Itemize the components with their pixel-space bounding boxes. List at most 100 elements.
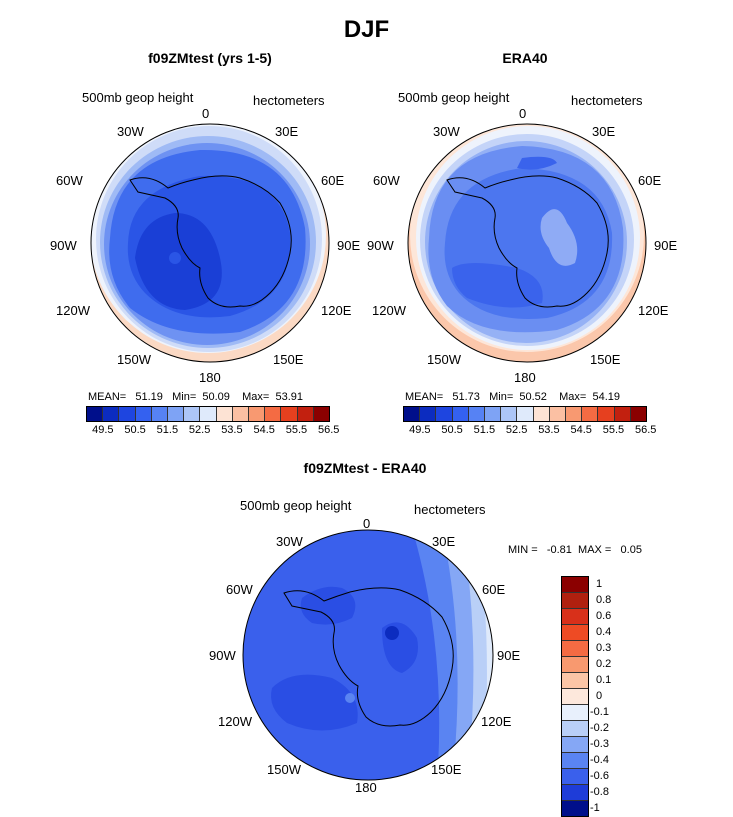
panel2-colorbar-swatch [501, 407, 518, 421]
panel1-colorbar-swatch [249, 407, 266, 421]
panel3-colorbar-swatch [562, 769, 588, 785]
panel3-band-6 [300, 586, 356, 625]
panel1-colorbar-swatch [103, 407, 120, 421]
panel3-band-9 [385, 626, 399, 640]
panel3-lon-150e: 150E [431, 762, 462, 777]
panel3-colorbar-swatch [562, 609, 588, 625]
panel2-map-border [407, 123, 647, 363]
panel2-band-7 [517, 156, 557, 170]
panel1-colorbar-tick: 53.5 [221, 424, 243, 436]
panel1-colorbar-ticks: 49.5 50.5 51.5 52.5 53.5 54.5 55.5 56.5 [86, 424, 339, 438]
panel3-colorbar-swatch [562, 753, 588, 769]
panel3-left-label: 500mb geop height [240, 498, 352, 513]
panel3-lon-120w: 120W [218, 714, 252, 729]
panel3-colorbar-tick: -0.4 [590, 754, 609, 766]
panel1-colorbar-swatch [87, 407, 104, 421]
panel2-colorbar-swatch [549, 407, 567, 421]
panel3-lon-60e: 60E [482, 582, 506, 597]
panel2-lon-150w: 150W [427, 352, 461, 367]
panel2-lon-30w: 30W [433, 124, 460, 139]
panel2-colorbar-ticks: 49.5 50.5 51.5 52.5 53.5 54.5 55.5 56.5 [403, 424, 656, 438]
panel3-colorbar-tick: 0.2 [596, 658, 612, 670]
panel3-title: f09ZMtest - ERA40 [303, 460, 427, 476]
panel1-min: 50.09 [202, 391, 230, 403]
panel3-lon-0: 0 [363, 516, 371, 531]
panel3-colorbar-swatch [562, 721, 588, 737]
panel3-lon-30w: 30W [276, 534, 303, 549]
panel2-coastline [446, 175, 609, 308]
panel2-colorbar-tick: 50.5 [441, 424, 463, 436]
panel2-colorbar-swatch [598, 407, 615, 421]
panel1-colorbar-swatch [168, 407, 185, 421]
panel1-colorbar-swatch [281, 407, 298, 421]
panel1-lon-150e: 150E [273, 352, 304, 367]
panel3-colorbar-swatch [562, 673, 588, 689]
panel1-colorbar-tick: 54.5 [253, 424, 275, 436]
panel3-colorbar-swatch [562, 657, 588, 673]
panel3-band-10 [345, 693, 355, 703]
panel3-colorbar-swatch [562, 689, 588, 705]
panel3-max-label: MAX = [578, 544, 612, 556]
panel1-left-label: 500mb geop height [82, 90, 194, 105]
panel1-title: f09ZMtest (yrs 1-5) [148, 50, 272, 66]
panel3-min: -0.81 [546, 544, 572, 556]
panel1-colorbar-tick: 56.5 [318, 424, 340, 436]
panel1-lon-60e: 60E [321, 173, 345, 188]
panel3-coastline [283, 587, 454, 727]
panel3-lon-90w: 90W [209, 648, 236, 663]
panel3-lon-30e: 30E [432, 534, 456, 549]
panel2-lon-0: 0 [519, 106, 527, 121]
panel2-band-8 [452, 263, 543, 308]
panel1-coastline [129, 175, 292, 308]
panel2-mean: 51.73 [452, 391, 480, 403]
panel2-mean-label: MEAN= [405, 391, 444, 403]
panel2-min-label: Min= [489, 391, 514, 403]
panel1-min-label: Min= [172, 391, 197, 403]
panel2-colorbar-swatch [485, 407, 502, 421]
panel3-band-7 [271, 674, 358, 731]
panel3-colorbar-swatch [562, 577, 588, 593]
panel1-max-label: Max= [242, 391, 270, 403]
panel1-lon-120e: 120E [321, 303, 352, 318]
panel2-colorbar-swatch [420, 407, 437, 421]
panel1-colorbar-swatch [232, 407, 250, 421]
panel3-min-label: MIN = [508, 544, 538, 556]
panel3-colorbar-swatch [562, 625, 588, 641]
panel2-title: ERA40 [502, 50, 548, 66]
panel2-lon-90e: 90E [654, 238, 678, 253]
panel2-colorbar [403, 406, 647, 422]
panel1-lon-0: 0 [202, 106, 210, 121]
panel3-colorbar-tick: -1 [590, 802, 600, 814]
panel2-stats: MEAN= 51.73 Min= 50.52 Max= 54.19 [405, 391, 620, 403]
panel1-map-border [90, 123, 330, 363]
panel2-right-label: hectometers [571, 93, 643, 108]
panel3-colorbar-swatch [562, 705, 588, 721]
panel3-colorbar [561, 576, 589, 817]
panel1-colorbar-tick: 52.5 [188, 424, 211, 436]
panel2-lon-120w: 120W [372, 303, 406, 318]
panel2-colorbar-swatch [436, 407, 453, 421]
panel1-lon-60w: 60W [56, 173, 83, 188]
panel3-colorbar-tick: -0.8 [590, 786, 609, 798]
panel2-band-9 [540, 209, 578, 266]
panel3-max: 0.05 [620, 544, 642, 556]
panel3-colorbar-swatch [562, 785, 588, 801]
panel2-lon-60e: 60E [638, 173, 662, 188]
panel1-colorbar-swatch [216, 407, 233, 421]
panel2-colorbar-swatch [614, 407, 631, 421]
panel3-colorbar-swatch [562, 801, 588, 816]
panel3-colorbar-tick: 0 [596, 690, 603, 702]
panel2-colorbar-tick: 51.5 [473, 424, 496, 436]
panel1-colorbar-swatch [265, 407, 282, 421]
panel2-colorbar-tick: 56.5 [635, 424, 657, 436]
panel2-colorbar-tick: 53.5 [538, 424, 560, 436]
panel3-colorbar-tick: -0.3 [590, 738, 609, 750]
panel3-colorbar-tick: -0.1 [590, 706, 609, 718]
panel1-map [90, 123, 330, 363]
panel2-max: 54.19 [592, 391, 621, 403]
panel1-lon-90e: 90E [337, 238, 361, 253]
panel2-colorbar-swatch [582, 407, 599, 421]
panel3-colorbar-swatch [562, 593, 588, 609]
panel2-colorbar-tick: 52.5 [505, 424, 528, 436]
panel1-colorbar-swatch [313, 407, 330, 421]
